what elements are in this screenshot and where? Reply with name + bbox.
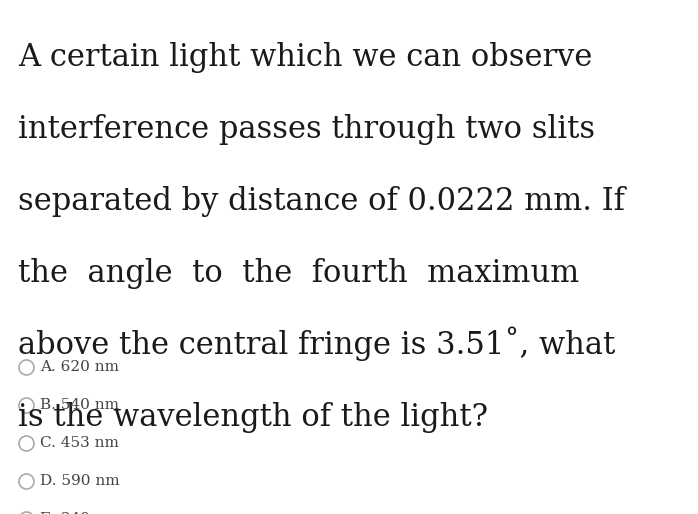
Text: D. 590 nm: D. 590 nm: [40, 474, 119, 488]
Text: A certain light which we can observe: A certain light which we can observe: [18, 42, 593, 73]
Text: separated by distance of 0.0222 mm. If: separated by distance of 0.0222 mm. If: [18, 186, 625, 217]
Text: C. 453 nm: C. 453 nm: [40, 436, 119, 450]
Text: B. 540 nm: B. 540 nm: [40, 398, 119, 412]
Text: E. 340 nm: E. 340 nm: [40, 512, 119, 514]
Text: above the central fringe is 3.51˚, what: above the central fringe is 3.51˚, what: [18, 326, 615, 361]
Text: A. 620 nm: A. 620 nm: [40, 360, 119, 374]
Text: interference passes through two slits: interference passes through two slits: [18, 114, 595, 145]
Text: the  angle  to  the  fourth  maximum: the angle to the fourth maximum: [18, 258, 579, 289]
Text: is the wavelength of the light?: is the wavelength of the light?: [18, 402, 488, 433]
